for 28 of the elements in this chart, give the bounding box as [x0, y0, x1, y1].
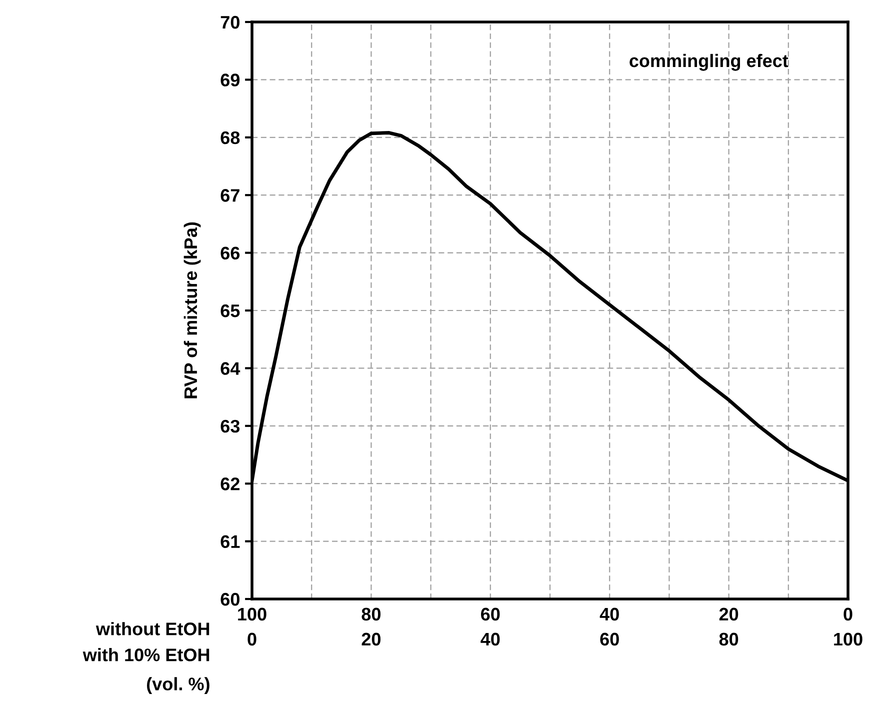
- y-tick-label: 60: [220, 592, 240, 606]
- y-tick-label: 64: [220, 362, 240, 375]
- x2-tick-label: 80: [362, 608, 381, 621]
- x-tick-label: 0: [248, 632, 256, 646]
- y-tick-label: 61: [220, 535, 240, 548]
- annotation: commingling efect: [630, 54, 788, 71]
- x-tick-label: 100: [834, 632, 862, 646]
- x-axis-title: with 10% EtOH: [82, 648, 210, 662]
- x-tick-label: 80: [719, 632, 738, 646]
- x2-tick-label: 100: [238, 608, 266, 621]
- x2-tick-label: 20: [719, 608, 738, 621]
- y-axis-title: RVP of mixture (kPa): [184, 222, 201, 398]
- y-tick-label: 68: [220, 131, 240, 144]
- y-tick-label: 63: [220, 420, 240, 433]
- x2-tick-label: 0: [844, 608, 852, 621]
- x-tick-label: 20: [362, 632, 381, 646]
- y-tick-label: 65: [220, 304, 240, 318]
- y-tick-label: 67: [220, 189, 240, 202]
- y-tick-label: 66: [220, 246, 240, 260]
- y-tick-label: 62: [220, 478, 240, 490]
- x2-axis-title: without EtOH: [96, 622, 210, 636]
- x-tick-label: 60: [600, 632, 619, 646]
- x2-tick-label: 40: [600, 608, 619, 621]
- x-tick-label: 40: [480, 632, 500, 646]
- x2-tick-label: 60: [481, 608, 500, 621]
- y-tick-label: 69: [220, 74, 240, 86]
- y-tick-label: 70: [220, 16, 240, 29]
- text: (vol. %): [146, 677, 210, 694]
